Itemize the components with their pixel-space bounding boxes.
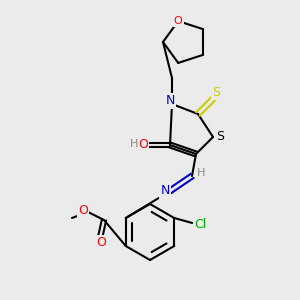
Text: O: O: [138, 139, 148, 152]
Text: H: H: [197, 168, 205, 178]
Text: Cl: Cl: [194, 218, 206, 232]
Text: N: N: [160, 184, 170, 197]
Text: S: S: [212, 85, 220, 98]
Text: O: O: [78, 203, 88, 217]
Text: N: N: [165, 94, 175, 107]
Text: S: S: [216, 130, 224, 143]
Text: O: O: [96, 236, 106, 250]
Text: O: O: [174, 16, 183, 26]
Text: H: H: [130, 139, 138, 149]
